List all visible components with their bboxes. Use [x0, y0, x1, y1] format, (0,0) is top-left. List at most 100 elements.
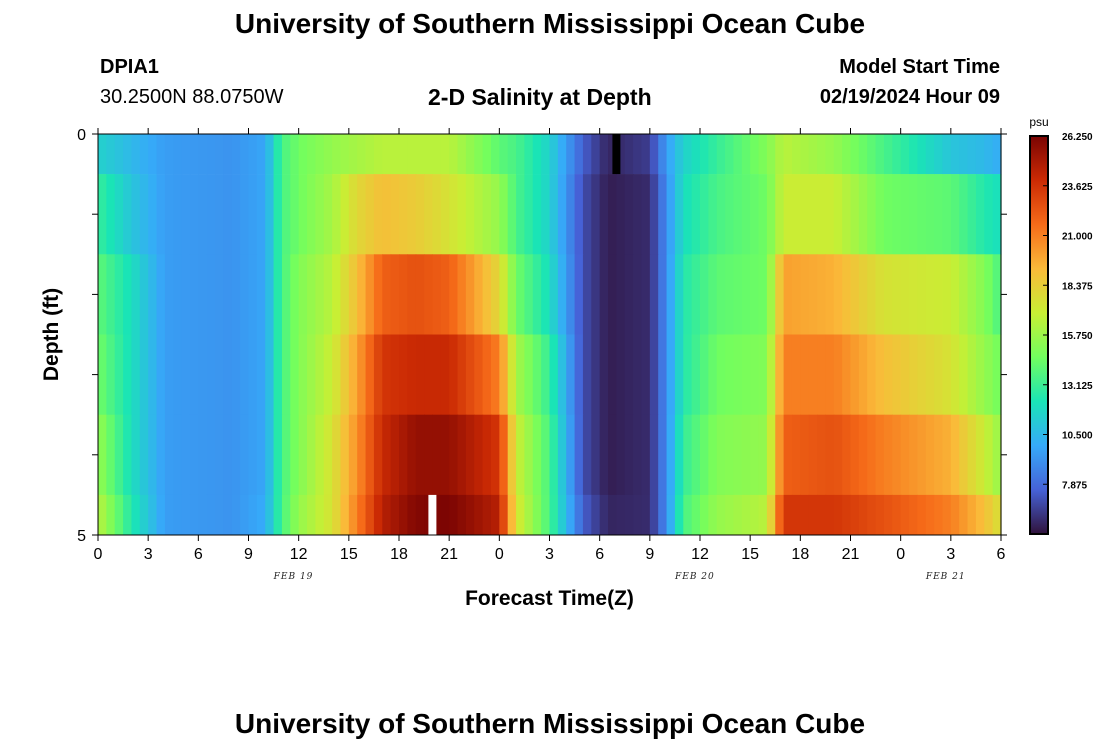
heatmap-cell: [900, 174, 910, 255]
heatmap-cell: [139, 134, 149, 175]
heatmap-cell: [407, 414, 417, 496]
heatmap-cell: [474, 134, 484, 175]
heatmap-cell: [909, 254, 918, 335]
heatmap-cell: [206, 254, 216, 335]
heatmap-cell: [875, 134, 885, 175]
heatmap-cell: [800, 334, 810, 415]
heatmap-cell: [766, 494, 776, 536]
heatmap-cell: [98, 174, 107, 255]
heatmap-cell: [114, 134, 124, 175]
heatmap-cell: [424, 334, 434, 415]
heatmap-cell: [173, 174, 183, 255]
heatmap-cell: [700, 494, 709, 536]
heatmap-cell: [399, 414, 408, 496]
heatmap-cell: [373, 174, 383, 255]
heatmap-cell: [507, 494, 517, 536]
heatmap-cell: [883, 414, 893, 496]
heatmap-cell: [340, 134, 350, 175]
heatmap-cell: [206, 334, 216, 415]
heatmap-cell: [566, 334, 576, 415]
heatmap-cell: [975, 494, 985, 536]
heatmap-cell: [691, 134, 701, 175]
heatmap-cell: [708, 254, 718, 335]
heatmap-cell: [399, 254, 408, 335]
heatmap-cell: [482, 254, 492, 335]
heatmap-cell: [449, 334, 459, 415]
x-tick-label: 18: [390, 546, 408, 563]
heatmap-cell: [557, 254, 567, 335]
heatmap-cell: [825, 254, 835, 335]
heatmap-cell: [148, 494, 158, 536]
heatmap-cell: [808, 174, 818, 255]
heatmap-cell: [499, 254, 509, 335]
heatmap-cell: [490, 254, 500, 335]
heatmap-cell: [148, 254, 158, 335]
heatmap-cell: [624, 414, 634, 496]
heatmap-cell: [683, 494, 693, 536]
heatmap-cell: [281, 414, 291, 496]
heatmap-cell: [909, 494, 918, 536]
heatmap-markers: [428, 134, 621, 535]
colorbar-tick-label: 23.625: [1062, 182, 1093, 193]
heatmap-cell: [348, 494, 358, 536]
heatmap-cell: [315, 414, 325, 496]
heatmap-cell: [766, 174, 776, 255]
heatmap-cell: [733, 494, 743, 536]
heatmap-cell: [574, 334, 584, 415]
heatmap-cell: [365, 174, 375, 255]
heatmap-cell: [984, 414, 994, 496]
heatmap-cell: [975, 134, 985, 175]
heatmap-cell: [599, 134, 609, 175]
x-tick-label: 15: [741, 546, 759, 563]
heatmap-cell: [474, 174, 484, 255]
heatmap-cell: [532, 414, 542, 496]
heatmap-cell: [499, 334, 509, 415]
x-tick-label: 3: [144, 546, 153, 563]
heatmap-cell: [290, 414, 300, 496]
heatmap-cell: [449, 134, 459, 175]
heatmap-cell: [273, 414, 283, 496]
heatmap-cell: [474, 254, 484, 335]
heatmap-cell: [189, 334, 199, 415]
heatmap-cell: [582, 254, 592, 335]
heatmap-cell: [256, 414, 266, 496]
heatmap-cell: [858, 414, 868, 496]
heatmap-cell: [674, 174, 684, 255]
heatmap-cell: [783, 414, 793, 496]
heatmap-cell: [307, 414, 316, 496]
heatmap-cell: [950, 494, 960, 536]
heatmap-cell: [457, 174, 467, 255]
heatmap-cell: [248, 414, 258, 496]
heatmap-cell: [649, 174, 659, 255]
heatmap-cell: [591, 254, 601, 335]
heatmap-cell: [833, 254, 843, 335]
heatmap-cell: [173, 414, 183, 496]
heatmap-cell: [524, 254, 534, 335]
heatmap-cell: [925, 174, 935, 255]
page-title: University of Southern Mississippi Ocean…: [234, 8, 866, 39]
heatmap-cell: [273, 174, 283, 255]
heatmap-cell: [557, 174, 567, 255]
heatmap-cell: [173, 134, 183, 175]
heatmap-cell: [574, 134, 584, 175]
x-date-label: FEB 19: [273, 572, 314, 582]
heatmap-cell: [298, 334, 308, 415]
heatmap-cell: [975, 334, 985, 415]
heatmap-cell: [649, 414, 659, 496]
heatmap-cell: [783, 134, 793, 175]
heatmap-cell: [114, 174, 124, 255]
heatmap-cell: [641, 414, 651, 496]
heatmap-cell: [641, 174, 651, 255]
heatmap-cell: [574, 414, 584, 496]
heatmap-cell: [674, 494, 684, 536]
heatmap-cell: [365, 134, 375, 175]
heatmap-cell: [549, 494, 559, 536]
heatmap-cell: [281, 254, 291, 335]
heatmap-cell: [189, 414, 199, 496]
heatmap-cell: [516, 494, 526, 536]
x-tick-label: 3: [946, 546, 955, 563]
heatmap-cell: [975, 174, 985, 255]
heatmap-cell: [449, 174, 459, 255]
heatmap-cell: [741, 494, 751, 536]
heatmap-cell: [407, 334, 417, 415]
